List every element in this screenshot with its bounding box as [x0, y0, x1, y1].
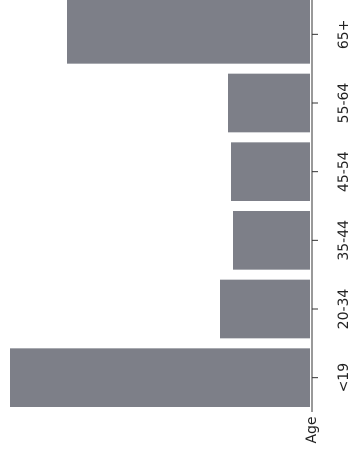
tick-label-1: 20-34	[336, 289, 348, 330]
tick-label-0: <19	[336, 363, 348, 393]
bar-3	[231, 142, 310, 201]
tick-label-5: 65+	[336, 20, 348, 50]
bar-5	[67, 0, 310, 64]
bar-1	[220, 279, 310, 339]
bar-2	[233, 211, 310, 270]
category-axis-title: Age	[304, 416, 320, 443]
tick-label-2: 35-44	[336, 220, 348, 261]
tick-label-4: 55-64	[336, 83, 348, 124]
bar-4	[228, 73, 310, 133]
bar-0	[10, 348, 310, 407]
bars-layer	[10, 0, 310, 407]
tick-label-3: 45-54	[336, 151, 348, 192]
tick-layer: <19 20-34 35-44 45-54 55-64 65+	[312, 20, 348, 393]
